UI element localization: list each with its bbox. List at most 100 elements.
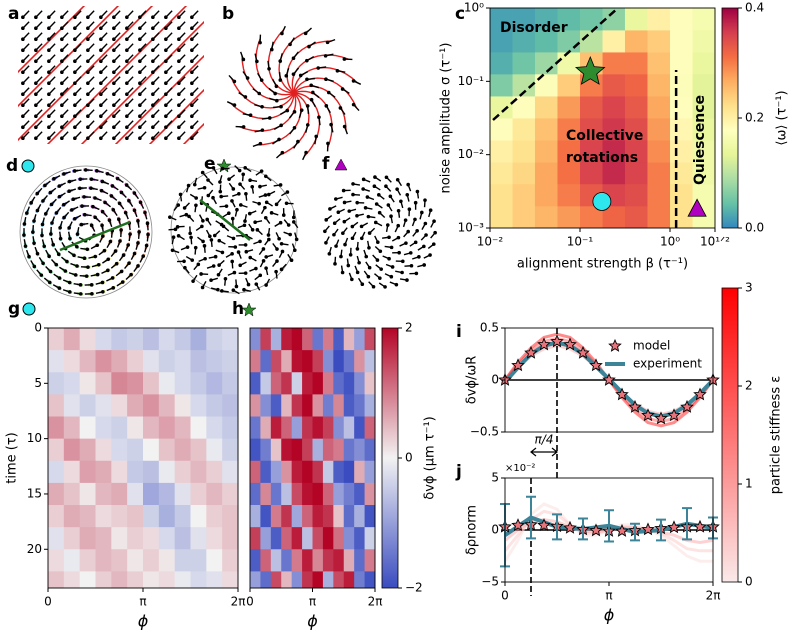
heatmap-cell [63,438,81,462]
particle-head [113,249,118,253]
particle-head [303,31,308,36]
heatmap-cell [63,416,81,440]
direction-arrow [199,199,251,241]
heatmap-cell [291,505,303,528]
particle-head [173,227,178,232]
star-marker [537,518,551,532]
particle-head [414,271,419,276]
heatmap-cell [291,571,303,589]
y-tick-label: 10⁻³ [458,221,485,235]
heatmap-cell [174,571,191,589]
heatmap-cell [190,505,207,528]
heatmap-cell [624,118,648,141]
heatmap-cell [127,372,144,395]
particle-head [284,201,289,206]
heatmap-cell [364,571,376,589]
particle-head [138,37,142,42]
particle-head [258,239,262,244]
heatmap-cell [322,482,334,506]
particle-head [35,251,40,256]
heatmap-cell [111,394,128,417]
heatmap-cell [143,350,160,373]
heatmap-cell [143,372,160,395]
heatmap-cell [322,505,334,528]
heatmap-cell [354,460,365,484]
particle-head [194,196,198,200]
heatmap-cell [312,460,324,484]
heatmap-cell [343,527,355,550]
heatmap-cell [270,571,282,589]
particle-head [86,92,90,97]
particle-head [52,177,56,181]
particle-head [63,269,68,273]
particle-head [367,245,371,250]
particle-head [361,177,366,182]
particle-head [389,214,393,219]
heatmap-cell [250,482,261,506]
particle-head [60,15,64,20]
particle-head [67,290,72,294]
particle-head [127,198,131,203]
particle-head [324,240,328,245]
heatmap-cell [364,438,376,462]
error-bar [526,495,536,540]
heatmap-cell [312,372,324,395]
legend-marker [608,338,622,352]
particle-head [307,44,311,49]
particle-head [211,264,216,268]
particle-head [220,250,225,255]
heatmap-cell [260,328,272,351]
axis-multiplier: ×10⁻² [505,463,535,474]
particle-head [47,136,51,141]
particle-head [359,236,364,241]
particle-head [99,81,103,86]
star-marker [641,522,655,536]
particle-head [43,183,47,188]
panel-label: j [455,462,462,482]
particle-head [292,248,297,252]
particle-head [112,92,116,97]
particle-head [49,202,54,207]
particle-head [136,264,140,268]
particle-head [21,92,25,97]
heatmap-cell [647,205,671,229]
y-tick-label: 10⁰ [464,1,484,15]
particle-head [125,59,129,64]
particle-head [190,136,194,141]
particle-head [267,116,272,120]
particle-head [47,92,51,97]
particle-head [316,66,321,70]
particle-head [375,258,380,262]
colorbar-tick-label: 3 [745,281,753,295]
particle-head [151,125,155,130]
heatmap-cell [158,394,176,417]
particle-head [110,184,115,188]
heatmap-cell [364,416,376,440]
heatmap-cell [95,549,112,572]
heatmap-cell [250,394,261,417]
particle-head [48,269,53,274]
icon [21,159,35,173]
particle-head [34,15,38,20]
heatmap-cell [302,394,313,417]
particle-head [47,15,51,20]
heatmap-cell [158,416,176,440]
heatmap-cell [281,460,293,484]
particle-head [260,104,264,109]
particle-head [138,200,143,205]
heatmap-cell [250,328,261,351]
particle-head [86,37,90,42]
icon [216,158,232,173]
heatmap-cell [158,438,176,462]
particle-head [125,114,129,119]
particle-head [164,136,168,141]
particle-head [259,78,264,82]
heatmap-cell [48,505,65,528]
particle-head [121,253,126,257]
heatmap-cell [490,205,513,229]
heatmap-cell [512,162,536,185]
particle-head [406,229,410,234]
heatmap-cell [624,162,648,185]
heatmap-cell [534,162,558,185]
particle-head [432,219,436,224]
